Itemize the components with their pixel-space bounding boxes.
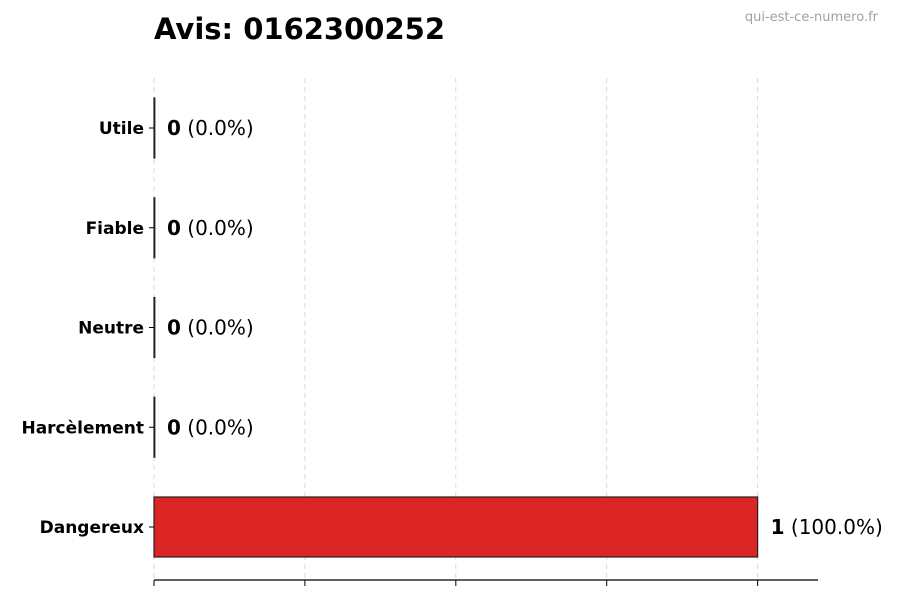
data-label-percent: (100.0%) [785,515,883,539]
data-label-count: 0 [167,415,181,439]
data-label: 0 (0.0%) [167,116,254,140]
data-label-percent: (0.0%) [181,116,254,140]
bar-fiable [153,197,156,259]
y-tick-label: Utile [99,119,144,139]
data-label-percent: (0.0%) [181,216,254,240]
bar-neutre [153,296,156,359]
data-label-percent: (0.0%) [181,316,254,340]
data-label: 0 (0.0%) [167,216,254,240]
bar-dangereux [153,496,759,558]
data-label: 0 (0.0%) [167,415,254,439]
data-label-count: 0 [167,116,181,140]
bar-harcèlement [153,396,156,458]
y-tick-label: Neutre [78,319,144,339]
y-tick-label: Fiable [86,219,144,239]
watermark: qui-est-ce-numero.fr [744,10,878,25]
chart-title: Avis: 0162300252 [154,12,445,46]
y-tick-label: Dangereux [40,518,144,538]
bar-utile [153,97,156,159]
data-label-percent: (0.0%) [181,415,254,439]
data-label-count: 0 [167,216,181,240]
data-label-count: 1 [771,515,785,539]
y-tick-label: Harcèlement [21,418,144,438]
data-label-count: 0 [167,316,181,340]
data-label: 1 (100.0%) [771,515,883,539]
data-label: 0 (0.0%) [167,316,254,340]
